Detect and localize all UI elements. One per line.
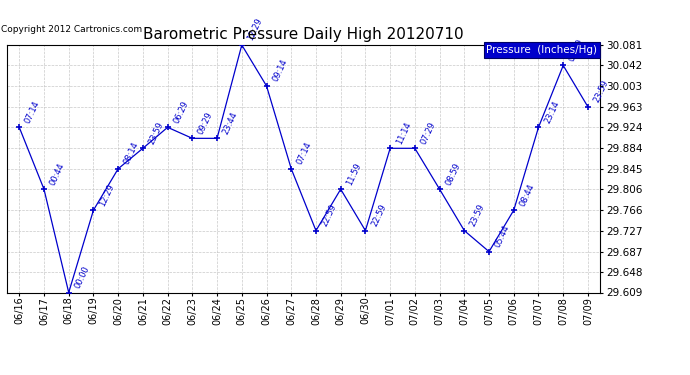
Text: 07:14: 07:14 — [23, 99, 41, 124]
Text: 06:29: 06:29 — [172, 99, 190, 124]
Text: 12:29: 12:29 — [246, 17, 264, 42]
Text: 12:29: 12:29 — [97, 182, 116, 207]
Text: 09:29: 09:29 — [197, 110, 215, 135]
Text: 23:59: 23:59 — [592, 79, 611, 104]
Text: 08:14: 08:14 — [122, 141, 141, 166]
Text: 11:59: 11:59 — [345, 161, 363, 186]
Text: 00:44: 00:44 — [48, 161, 66, 186]
Text: 11:14: 11:14 — [394, 120, 413, 146]
Text: 08:44: 08:44 — [518, 182, 536, 207]
Text: Copyright 2012 Cartronics.com: Copyright 2012 Cartronics.com — [1, 25, 142, 34]
Text: 22:59: 22:59 — [370, 202, 388, 228]
Text: 08:59: 08:59 — [567, 37, 586, 63]
Text: Pressure  (Inches/Hg): Pressure (Inches/Hg) — [486, 45, 598, 55]
Title: Barometric Pressure Daily High 20120710: Barometric Pressure Daily High 20120710 — [144, 27, 464, 42]
Text: 05:44: 05:44 — [493, 224, 511, 249]
Text: 00:00: 00:00 — [73, 264, 91, 290]
Text: 23:59: 23:59 — [147, 120, 166, 146]
Text: 23:59: 23:59 — [469, 202, 486, 228]
Text: 23:44: 23:44 — [221, 110, 239, 135]
Text: 09:14: 09:14 — [270, 58, 289, 83]
Text: 08:59: 08:59 — [444, 161, 462, 186]
Text: 07:29: 07:29 — [419, 120, 437, 146]
Text: 23:14: 23:14 — [542, 99, 561, 124]
Text: 07:14: 07:14 — [295, 141, 314, 166]
Text: 22:59: 22:59 — [320, 202, 338, 228]
